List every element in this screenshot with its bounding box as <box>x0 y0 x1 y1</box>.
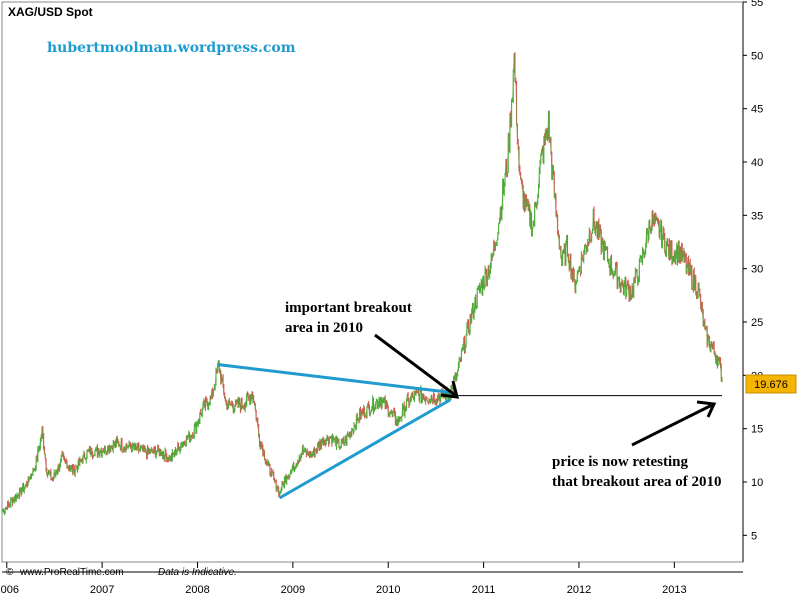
footer-copyright: © <box>6 567 14 578</box>
y-tick-label: 30 <box>751 264 763 276</box>
x-tick-label: 2012 <box>567 584 591 596</box>
x-axis-ticks: 2006 2007 2008 2009 2010 2011 2012 2013 <box>0 562 687 596</box>
chart-title: XAG/USD Spot <box>8 5 93 19</box>
footer-note: Data is Indicative. <box>158 567 237 578</box>
price-line <box>1 55 723 513</box>
footer-source: www.ProRealTime.com <box>19 567 124 578</box>
annotation-retest-line2: that breakout area of 2010 <box>552 474 721 490</box>
y-tick-label: 45 <box>751 104 763 116</box>
x-tick-label: 2007 <box>90 584 114 596</box>
arrow-to-breakout <box>374 333 459 399</box>
current-price-text: 19.676 <box>754 379 788 391</box>
x-tick-label: 2006 <box>0 584 19 596</box>
y-tick-label: 35 <box>751 210 763 222</box>
trendlines <box>218 363 723 500</box>
watermark: hubertmoolman.wordpress.com <box>47 40 296 56</box>
current-price-label: 19.676 <box>745 374 797 394</box>
annotation-retest-line1: price is now retesting <box>552 454 688 470</box>
y-tick-label: 55 <box>751 0 763 9</box>
x-tick-label: 2013 <box>662 584 686 596</box>
arrow-to-retest <box>631 400 717 447</box>
y-tick-label: 40 <box>751 157 763 169</box>
y-axis-ticks: 510152025303540455055 <box>743 0 763 542</box>
lower-trendline <box>278 398 451 500</box>
x-tick-label: 2010 <box>376 584 400 596</box>
x-tick-label: 2008 <box>185 584 209 596</box>
y-tick-label: 10 <box>751 477 763 489</box>
x-tick-label: 2009 <box>281 584 305 596</box>
annotation-breakout-line2: area in 2010 <box>285 320 363 336</box>
y-tick-label: 5 <box>751 530 757 542</box>
y-tick-label: 50 <box>751 50 763 62</box>
x-tick-label: 2011 <box>472 584 496 596</box>
y-tick-label: 25 <box>751 317 763 329</box>
y-tick-label: 15 <box>751 424 763 436</box>
annotation-breakout-line1: important breakout <box>285 300 412 316</box>
price-series <box>1 52 723 516</box>
upper-trendline <box>218 363 451 394</box>
